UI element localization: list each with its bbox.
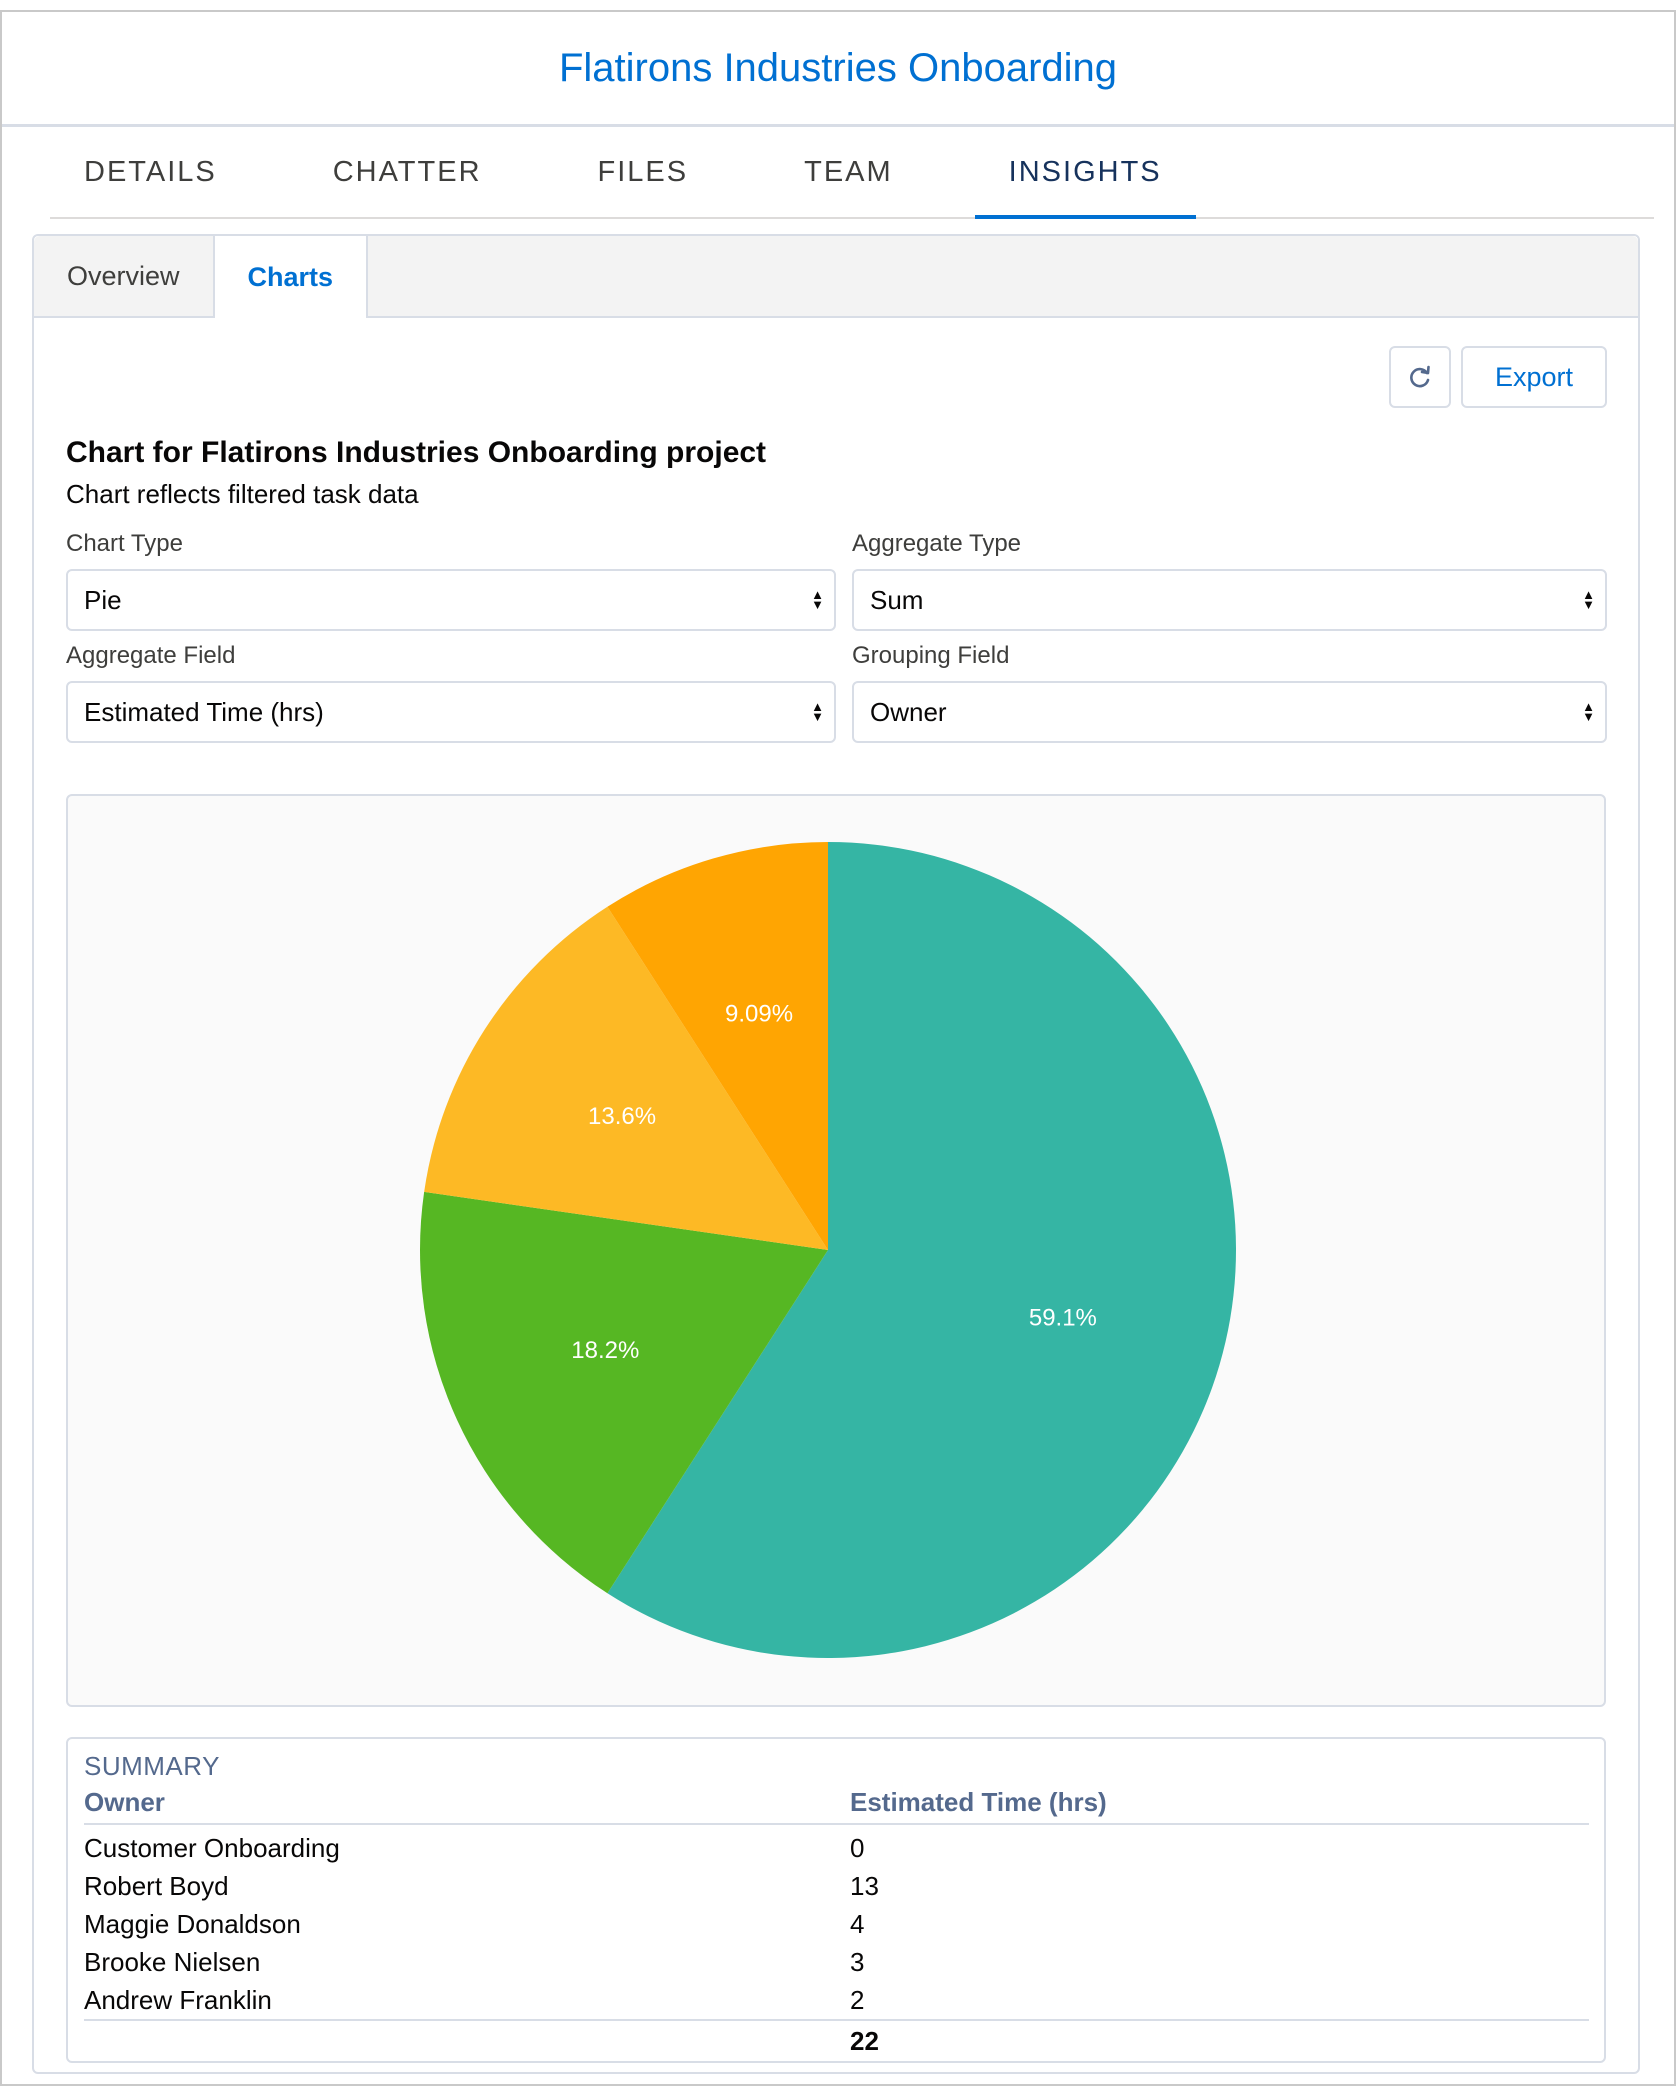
title-bar: Flatirons Industries Onboarding bbox=[2, 12, 1674, 127]
refresh-icon bbox=[1410, 365, 1430, 388]
sub-tab-bar: Overview Charts bbox=[34, 236, 1638, 318]
select-arrows-icon: ▲ ▼ bbox=[1582, 587, 1595, 612]
refresh-button[interactable] bbox=[1389, 346, 1451, 408]
tab-overview[interactable]: Overview bbox=[67, 260, 180, 291]
chart-subheading: Chart reflects filtered task data bbox=[66, 479, 419, 509]
grouping-field-select[interactable]: Owner ▲ ▼ bbox=[852, 681, 1607, 743]
owner-cell: Maggie Donaldson bbox=[84, 1908, 301, 1939]
owner-cell: Brooke Nielsen bbox=[84, 1946, 261, 1977]
insights-panel: Overview Charts Export Chart for Flatiro… bbox=[32, 234, 1640, 2074]
summary-title: SUMMARY bbox=[84, 1751, 220, 1781]
export-button[interactable]: Export bbox=[1461, 346, 1607, 408]
tab-files[interactable]: FILES bbox=[597, 155, 689, 188]
select-arrows-icon: ▲ ▼ bbox=[811, 699, 824, 724]
aggregate-field-select[interactable]: Estimated Time (hrs) ▲ ▼ bbox=[66, 681, 836, 743]
main-tab-bar: DETAILS CHATTER FILES TEAM INSIGHTS bbox=[50, 127, 1654, 219]
tab-insights[interactable]: INSIGHTS bbox=[974, 127, 1196, 219]
pie-slice[interactable] bbox=[424, 906, 828, 1250]
chart-type-value: Pie bbox=[84, 584, 122, 615]
pie-slice[interactable] bbox=[419, 1191, 828, 1594]
table-row: Andrew Franklin 2 bbox=[84, 1981, 1589, 2020]
aggregate-type-value: Sum bbox=[870, 584, 924, 615]
tab-charts[interactable]: Charts bbox=[212, 236, 369, 318]
time-cell: 2 bbox=[850, 1984, 865, 2015]
pie-slice-label: 18.2% bbox=[571, 1337, 639, 1364]
chart-type-select[interactable]: Pie ▲ ▼ bbox=[66, 569, 836, 631]
select-arrows-icon: ▲ ▼ bbox=[1582, 699, 1595, 724]
time-cell: 3 bbox=[850, 1946, 865, 1977]
tab-team[interactable]: TEAM bbox=[804, 155, 893, 188]
total-value-cell: 22 bbox=[850, 2019, 1589, 2061]
aggregate-type-label: Aggregate Type bbox=[852, 530, 1022, 557]
time-cell: 0 bbox=[850, 1832, 865, 1863]
app-window: Flatirons Industries Onboarding DETAILS … bbox=[0, 10, 1676, 2086]
time-cell: 13 bbox=[850, 1870, 879, 1901]
table-row: Customer Onboarding 0 bbox=[84, 1824, 1589, 1867]
aggregate-field-label: Aggregate Field bbox=[66, 642, 236, 669]
summary-table: Owner Estimated Time (hrs) Customer Onbo… bbox=[84, 1785, 1589, 2061]
pie-slice-label: 9.09% bbox=[725, 1000, 793, 1027]
grouping-field-value: Owner bbox=[870, 696, 947, 727]
table-row: Brooke Nielsen 3 bbox=[84, 1943, 1589, 1981]
table-row: Maggie Donaldson 4 bbox=[84, 1905, 1589, 1943]
grouping-field-label: Grouping Field bbox=[852, 642, 1010, 669]
aggregate-field-value: Estimated Time (hrs) bbox=[84, 696, 324, 727]
tab-chatter[interactable]: CHATTER bbox=[332, 155, 482, 188]
pie-slice-label: 13.6% bbox=[588, 1103, 656, 1130]
aggregate-type-select[interactable]: Sum ▲ ▼ bbox=[852, 569, 1607, 631]
owner-cell: Robert Boyd bbox=[84, 1870, 229, 1901]
owner-cell: Andrew Franklin bbox=[84, 1984, 272, 2015]
summary-panel: SUMMARY Owner Estimated Time (hrs) Custo… bbox=[66, 1737, 1606, 2063]
time-cell: 4 bbox=[850, 1908, 865, 1939]
column-header-owner: Owner bbox=[84, 1785, 850, 1825]
column-header-estimated-time: Estimated Time (hrs) bbox=[850, 1785, 1589, 1825]
chart-type-label: Chart Type bbox=[66, 530, 183, 557]
tab-details[interactable]: DETAILS bbox=[84, 155, 217, 188]
pie-slice-label: 59.1% bbox=[1029, 1304, 1097, 1331]
pie-slice[interactable] bbox=[607, 842, 1236, 1658]
select-arrows-icon: ▲ ▼ bbox=[811, 587, 824, 612]
table-row: Robert Boyd 13 bbox=[84, 1867, 1589, 1905]
owner-cell: Customer Onboarding bbox=[84, 1832, 340, 1863]
pie-slice[interactable] bbox=[607, 842, 828, 1250]
total-label-cell bbox=[84, 2019, 850, 2061]
pie-chart-container: 59.1% 18.2% 13.6% 9.09% bbox=[66, 794, 1606, 1707]
page-title: Flatirons Industries Onboarding bbox=[558, 45, 1118, 90]
total-row: 22 bbox=[84, 2019, 1589, 2061]
pie-chart: 59.1% 18.2% 13.6% 9.09% bbox=[419, 842, 1236, 1658]
chart-heading: Chart for Flatirons Industries Onboardin… bbox=[66, 436, 767, 469]
